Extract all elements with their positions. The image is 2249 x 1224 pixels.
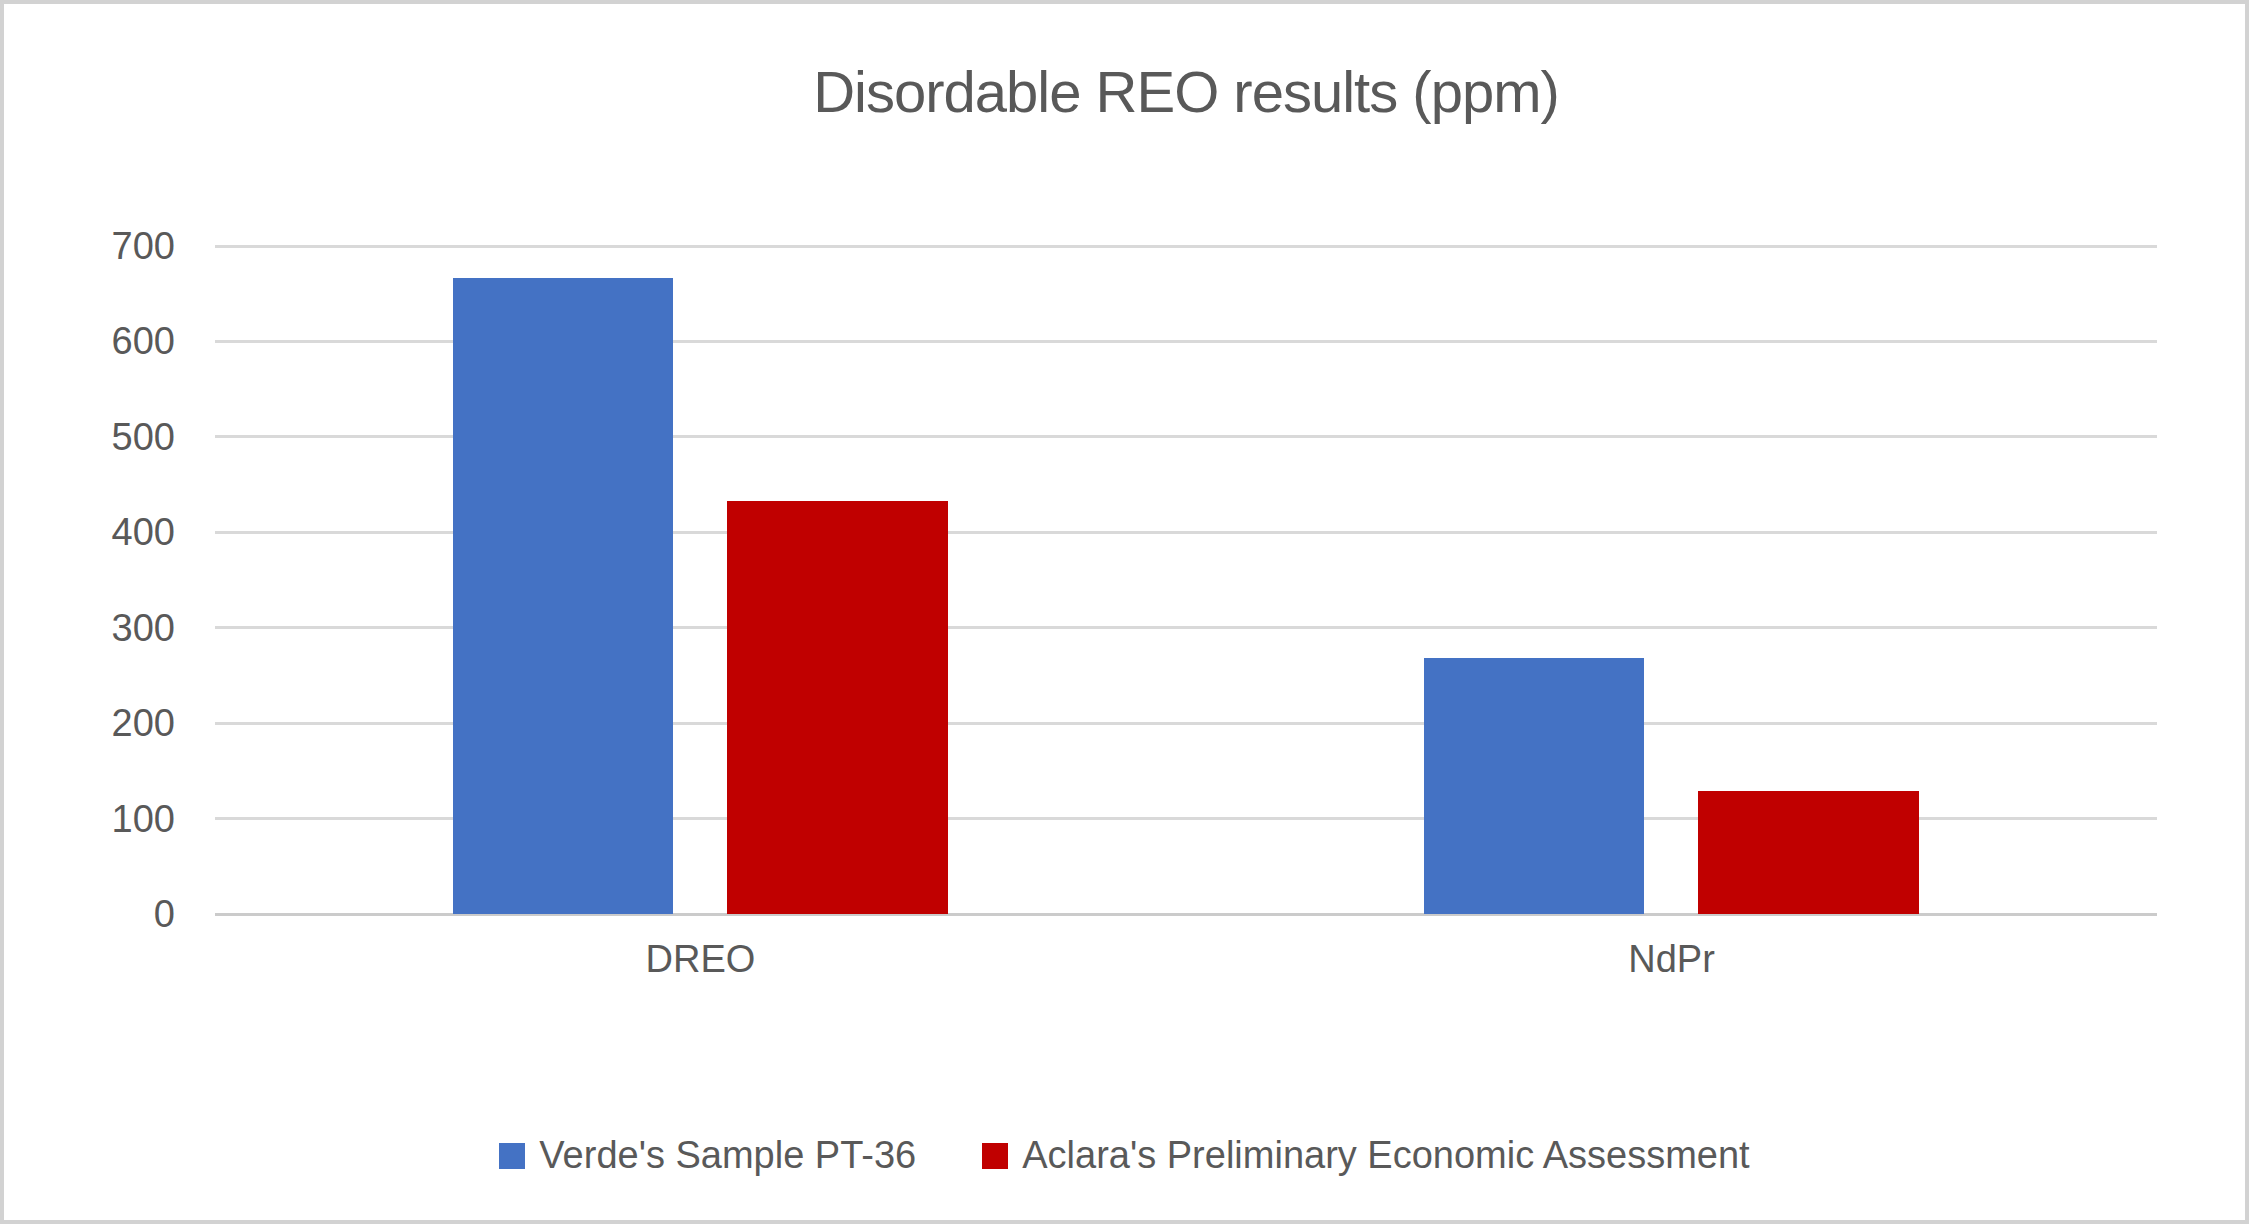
y-axis-tick-label: 500	[15, 418, 175, 456]
bar-aclara's-preliminary-ndpr	[1698, 791, 1919, 914]
legend-label: Verde's Sample PT-36	[539, 1134, 916, 1177]
bar-verde's-sample-dreo	[453, 278, 674, 915]
bar-aclara's-preliminary-dreo	[727, 501, 948, 914]
legend-swatch-icon	[982, 1143, 1008, 1169]
y-axis-tick-label: 400	[15, 513, 175, 551]
legend-item: Verde's Sample PT-36	[499, 1134, 916, 1177]
y-axis-tick-label: 0	[15, 895, 175, 933]
bar-verde's-sample-ndpr	[1424, 658, 1645, 914]
legend: Verde's Sample PT-36 Aclara's Preliminary…	[4, 1134, 2245, 1177]
y-axis-tick-label: 300	[15, 609, 175, 647]
legend-swatch-icon	[499, 1143, 525, 1169]
chart-title: Disordable REO results (ppm)	[215, 58, 2157, 125]
chart-canvas: Disordable REO results (ppm) 01002003004…	[0, 0, 2249, 1224]
y-axis-tick-label: 700	[15, 227, 175, 265]
x-axis-category-label: DREO	[646, 940, 756, 978]
gridline	[215, 245, 2157, 248]
legend-label: Aclara's Preliminary Economic Assessment	[1022, 1134, 1749, 1177]
legend-item: Aclara's Preliminary Economic Assessment	[982, 1134, 1749, 1177]
y-axis-tick-label: 600	[15, 322, 175, 360]
y-axis-tick-label: 200	[15, 704, 175, 742]
plot-area: 0100200300400500600700DREONdPr	[215, 246, 2157, 914]
y-axis-tick-label: 100	[15, 800, 175, 838]
x-axis-category-label: NdPr	[1628, 940, 1715, 978]
